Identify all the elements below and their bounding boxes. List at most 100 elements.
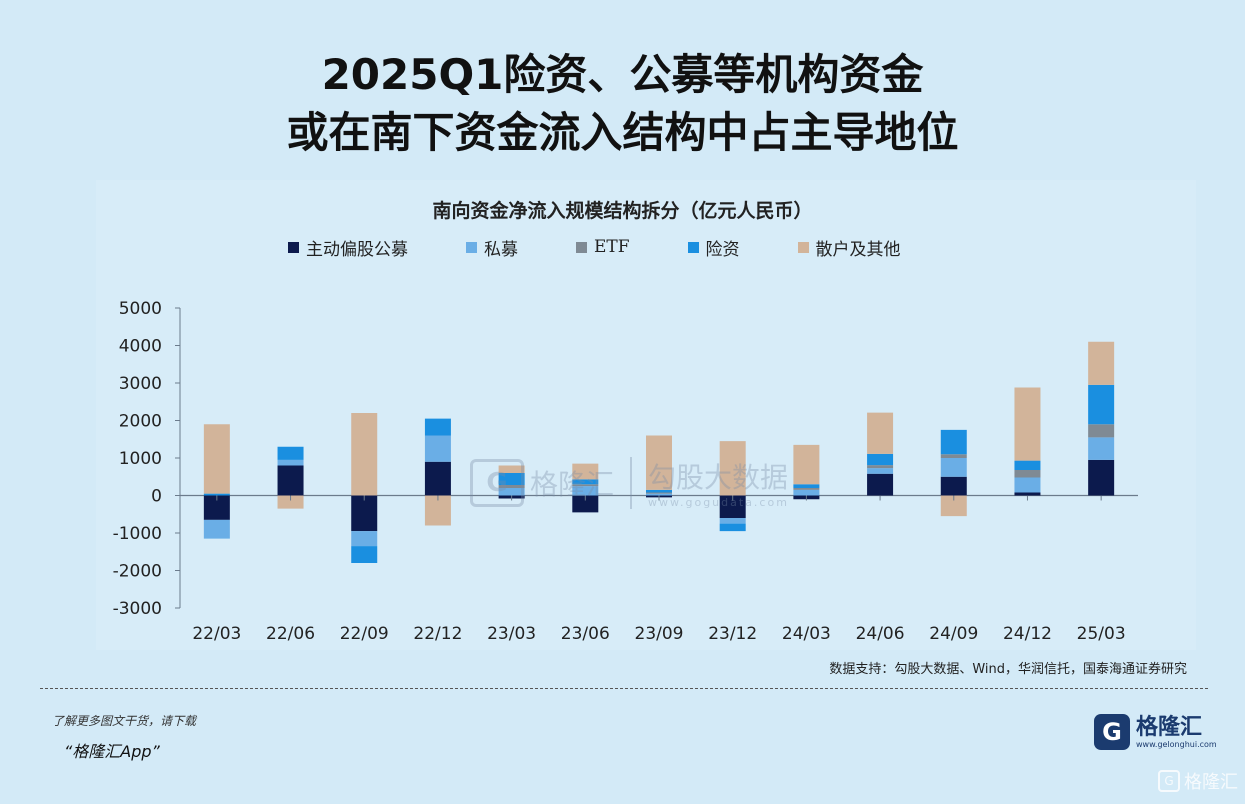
x-tick-label: 24/09 xyxy=(929,624,978,644)
y-tick-label: 3000 xyxy=(119,374,162,394)
bar-segment xyxy=(1088,459,1115,496)
y-tick-label: 1000 xyxy=(119,449,162,469)
bar-segment xyxy=(793,488,820,490)
bar-segment xyxy=(867,465,894,469)
x-tick-label: 23/12 xyxy=(708,624,757,644)
bar-segment xyxy=(940,429,967,455)
divider xyxy=(40,688,1208,689)
bar-segment xyxy=(351,531,378,547)
bar-segment xyxy=(1014,460,1041,470)
legend-swatch-fund xyxy=(288,241,299,253)
bar-segment xyxy=(498,485,525,488)
bar-segment xyxy=(277,446,304,460)
bar-segment xyxy=(277,459,304,466)
bar-segment xyxy=(940,495,967,517)
legend-swatch-insurance xyxy=(687,241,699,253)
headline: 2025Q1险资、公募等机构资金 或在南下资金流入结构中占主导地位 xyxy=(0,46,1245,162)
bar-segment xyxy=(867,468,894,474)
bar-segment xyxy=(572,484,599,487)
watermark-name: 格隆汇 xyxy=(530,467,615,501)
bar-segment xyxy=(719,518,746,524)
y-tick-label: 2000 xyxy=(119,412,162,432)
bar-segment xyxy=(203,519,230,539)
x-tick-label: 22/09 xyxy=(340,624,389,644)
y-tick-label: -2000 xyxy=(113,562,162,582)
promo-app-name[interactable]: “格隆汇App” xyxy=(64,742,160,761)
brand-logo-icon: G xyxy=(1094,714,1130,750)
bar-segment xyxy=(1014,470,1041,478)
x-tick-label: 23/06 xyxy=(561,624,610,644)
bar-segment xyxy=(719,495,746,518)
watermark-url: www.gogudata.com xyxy=(648,496,789,509)
y-tick-label: 0 xyxy=(151,487,162,507)
legend-item-private: 私募 xyxy=(466,235,518,260)
bar-segment xyxy=(646,493,672,496)
bar-segment xyxy=(572,486,599,496)
bar-segment xyxy=(940,476,967,496)
corner-watermark-icon: G xyxy=(1158,770,1180,792)
bar-segment xyxy=(719,523,746,532)
bar-segment xyxy=(646,492,672,494)
bar-segment xyxy=(940,458,967,477)
bar-segment xyxy=(572,495,599,513)
bar-segment xyxy=(277,495,304,509)
bar-segment xyxy=(351,413,378,496)
y-tick-label: -1000 xyxy=(113,524,162,544)
x-tick-label: 25/03 xyxy=(1077,624,1126,644)
bar-segment xyxy=(646,489,672,493)
bar-segment xyxy=(1014,477,1041,493)
legend-swatch-private xyxy=(466,241,477,253)
x-tick-label: 24/06 xyxy=(856,624,905,644)
bar-segment xyxy=(351,546,378,563)
legend-label-private: 私募 xyxy=(484,239,518,260)
promo-text: 了解更多图文干货，请下载 xyxy=(52,714,197,728)
bar-segment xyxy=(793,484,820,488)
x-tick-label: 24/12 xyxy=(1003,624,1052,644)
bar-segment xyxy=(498,473,525,485)
bar-segment xyxy=(277,465,304,496)
x-tick-label: 23/03 xyxy=(487,624,536,644)
legend-label-fund: 主动偏股公募 xyxy=(306,239,408,260)
bar-segment xyxy=(351,495,378,532)
bar-segment xyxy=(498,488,525,496)
chart-panel xyxy=(96,180,1196,650)
bar-segment xyxy=(1014,492,1041,496)
watermark-separator xyxy=(630,456,633,509)
corner-watermark: G 格隆汇 xyxy=(1158,768,1238,794)
y-tick-label: 4000 xyxy=(119,337,162,357)
legend-item-fund: 主动偏股公募 xyxy=(288,235,408,260)
bar-segment xyxy=(1088,437,1115,460)
brand-name: 格隆汇 xyxy=(1136,714,1203,740)
corner-watermark-name: 格隆汇 xyxy=(1184,772,1238,793)
bar-segment xyxy=(572,463,599,480)
bar-segment xyxy=(424,461,451,496)
bar-segment xyxy=(424,435,451,462)
y-tick-label: 5000 xyxy=(119,299,162,319)
legend-item-retail: 散户及其他 xyxy=(797,235,901,260)
y-tick-label: -3000 xyxy=(113,599,162,619)
chart-legend: 主动偏股公募 私募 ETF 险资 散户及其他 xyxy=(288,234,959,260)
legend-label-retail: 散户及其他 xyxy=(815,239,901,260)
legend-item-etf: ETF xyxy=(576,237,630,257)
legend-swatch-retail xyxy=(797,241,809,253)
bar-segment xyxy=(867,412,894,454)
bar-segment xyxy=(719,441,746,496)
headline-line1: 2025Q1险资、公募等机构资金 xyxy=(321,50,924,99)
headline-line2: 或在南下资金流入结构中占主导地位 xyxy=(286,108,959,157)
bar-segment xyxy=(646,435,672,490)
x-tick-label: 24/03 xyxy=(782,624,831,644)
bar-segment xyxy=(572,479,599,485)
x-tick-label: 22/12 xyxy=(413,624,462,644)
legend-label-insurance: 险资 xyxy=(705,239,740,260)
bar-segment xyxy=(793,444,820,485)
bar-segment xyxy=(1088,384,1115,425)
bar-segment xyxy=(424,418,451,436)
brand-logo[interactable]: G 格隆汇 www.gelonghui.com xyxy=(1094,714,1217,750)
bar-segment xyxy=(203,493,230,496)
bar-segment xyxy=(203,424,230,494)
watermark-logo-icon: G xyxy=(470,458,524,507)
legend-item-insurance: 险资 xyxy=(687,235,740,260)
legend-swatch-etf xyxy=(576,241,587,253)
bar-segment xyxy=(1088,424,1115,438)
